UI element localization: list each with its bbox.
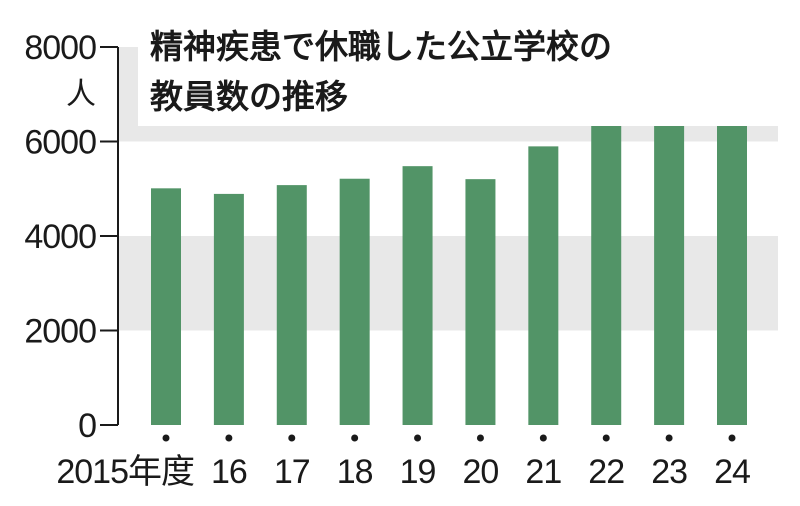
x-tick-dot-9 xyxy=(728,434,736,442)
x-tick-dot-5 xyxy=(476,434,484,442)
x-tick-dot-7 xyxy=(602,434,610,442)
x-tick-label-1: 16 xyxy=(211,453,247,491)
bar-2 xyxy=(276,185,307,425)
x-tick-dot-3 xyxy=(351,434,359,442)
y-tick-label-3: 6000 xyxy=(24,124,96,162)
bar-9 xyxy=(717,90,747,425)
x-tick-label-2: 17 xyxy=(274,453,310,491)
x-tick-label-5: 20 xyxy=(463,453,499,491)
chart-title-line-1: 精神疾患で休職した公立学校の xyxy=(150,27,612,66)
bar-4 xyxy=(402,166,433,426)
title-background xyxy=(138,16,784,126)
bars xyxy=(151,88,747,426)
x-tick-dot-1 xyxy=(225,434,233,442)
chart-title-line-2: 教員数の推移 xyxy=(150,77,348,116)
bar-5 xyxy=(465,179,496,425)
x-tick-label-9: 24 xyxy=(714,453,750,491)
bar-7 xyxy=(591,116,622,425)
x-tick-label-4: 19 xyxy=(400,453,436,491)
y-tick-label-1: 2000 xyxy=(24,313,96,351)
x-tick-dot-4 xyxy=(414,434,422,442)
y-axis xyxy=(100,46,119,426)
y-tick-label-2: 4000 xyxy=(24,218,96,256)
bar-0 xyxy=(151,188,181,425)
x-tick-dot-8 xyxy=(665,434,673,442)
bar-6 xyxy=(528,146,559,425)
x-tick-label-8: 23 xyxy=(651,453,687,491)
x-tick-label-3: 18 xyxy=(337,453,373,491)
x-tick-label-6: 21 xyxy=(525,453,561,491)
x-tick-label-7: 22 xyxy=(588,453,624,491)
bar-1 xyxy=(213,193,244,425)
y-tick-label-4: 8000 xyxy=(24,29,96,67)
y-tick-label-0: 0 xyxy=(78,407,96,445)
y-axis-unit-label: 人 xyxy=(66,77,96,112)
y-tick-labels: 0 2000 4000 6000 8000 xyxy=(24,29,97,445)
x-tick-dot-6 xyxy=(539,434,547,442)
x-tick-labels: 2015年度 16 17 18 19 20 21 22 23 24 xyxy=(56,434,751,491)
title-block: 精神疾患で休職した公立学校の 教員数の推移 xyxy=(138,16,784,126)
bar-8 xyxy=(654,88,685,425)
x-tick-dot-2 xyxy=(288,434,296,442)
x-tick-dot-0 xyxy=(162,434,170,442)
bar-3 xyxy=(339,178,370,425)
x-tick-label-0: 2015年度 xyxy=(56,453,194,491)
